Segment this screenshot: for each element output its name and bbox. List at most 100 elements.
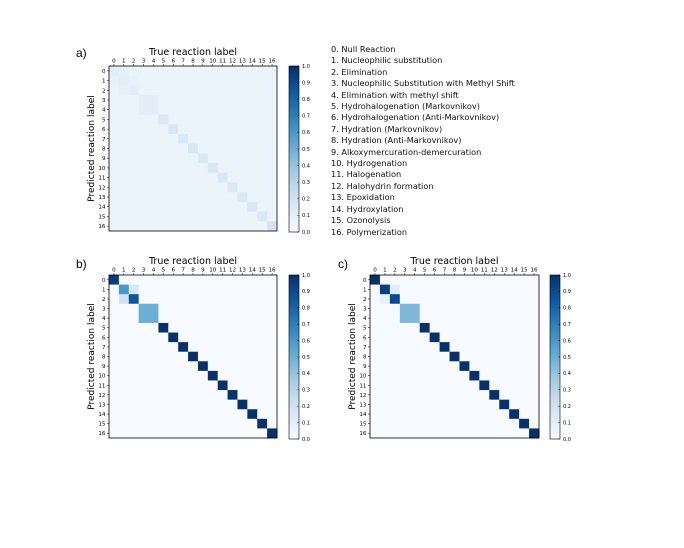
heatmap-cell <box>370 284 381 295</box>
heatmap-cell <box>158 85 169 96</box>
heatmap-cell <box>257 322 268 333</box>
colorbar-tick-label: 0.3 <box>563 388 571 394</box>
heatmap-cell <box>509 294 520 305</box>
heatmap-cell <box>197 221 209 232</box>
heatmap-cell <box>479 428 490 439</box>
heatmap-cell <box>469 409 480 420</box>
heatmap-cell <box>207 351 219 362</box>
heatmap-cell <box>207 143 219 154</box>
heatmap-cell <box>469 390 480 401</box>
heatmap-cell <box>178 361 189 372</box>
colorbar-tick-label: 0.4 <box>302 163 310 169</box>
heatmap-cell <box>168 192 179 203</box>
colorbar-tick-label: 0.8 <box>302 306 310 312</box>
heatmap-cell <box>499 342 510 353</box>
heatmap-cell <box>439 361 450 372</box>
heatmap-cell <box>178 390 189 401</box>
heatmap-cell <box>118 221 130 232</box>
heatmap-cell <box>429 428 440 439</box>
heatmap-cell <box>469 313 480 324</box>
heatmap-cell <box>128 351 140 362</box>
heatmap-cell <box>217 332 228 343</box>
heatmap-cell <box>128 75 140 86</box>
heatmap-cell <box>237 284 248 295</box>
heatmap-cell <box>459 275 470 285</box>
heatmap-cell <box>158 332 169 343</box>
heatmap-cell <box>118 104 130 115</box>
heatmap-cell <box>489 275 500 285</box>
heatmap-cell <box>197 182 209 193</box>
heatmap-cell <box>237 428 248 439</box>
heatmap-cell <box>138 201 149 212</box>
heatmap-cell <box>118 75 130 86</box>
heatmap-cell <box>188 380 199 391</box>
legend-item: 15. Ozonolysis <box>331 215 391 226</box>
heatmap-cell <box>509 390 520 401</box>
heatmap-cell <box>509 428 520 439</box>
heatmap-cell <box>227 418 238 429</box>
heatmap-cell <box>109 221 120 232</box>
heatmap-cell <box>247 332 258 343</box>
heatmap-cell <box>148 428 159 439</box>
colorbar-tick-label: 0.1 <box>302 420 310 426</box>
heatmap-cell <box>207 114 219 125</box>
heatmap-cell <box>148 351 159 362</box>
y-axis-title: Predicted reaction label <box>87 95 97 201</box>
heatmap-cell <box>389 418 401 429</box>
heatmap-cell <box>257 332 268 343</box>
heatmap-cell <box>370 351 381 362</box>
heatmap-cell <box>118 153 130 164</box>
heatmap-cell <box>217 172 228 183</box>
heatmap-cell <box>529 322 540 333</box>
heatmap-cell <box>118 418 130 429</box>
heatmap-cell <box>109 211 120 222</box>
heatmap-cell <box>128 153 140 164</box>
heatmap-cell <box>217 95 228 106</box>
y-tick-label: 6 <box>102 127 106 133</box>
heatmap-cell <box>168 104 179 115</box>
heatmap-cell <box>389 390 401 401</box>
heatmap-cell <box>217 75 228 86</box>
heatmap-cell <box>148 172 159 183</box>
heatmap-cell <box>267 172 278 183</box>
heatmap-cell <box>439 409 450 420</box>
heatmap-cell <box>178 66 189 77</box>
heatmap-cell <box>509 380 520 391</box>
heatmap-cell <box>499 399 510 410</box>
heatmap-cell <box>197 428 209 439</box>
x-tick-label: 13 <box>239 268 247 274</box>
heatmap-cell <box>188 133 199 145</box>
heatmap-cell <box>148 75 159 86</box>
heatmap-cell <box>247 192 258 203</box>
heatmap-cell <box>128 303 140 314</box>
heatmap-cell <box>148 133 159 145</box>
heatmap-cell <box>158 211 169 222</box>
heatmap-panel: b) True reaction label Predicted reaction … <box>76 256 310 443</box>
heatmap-cell <box>419 322 431 333</box>
heatmap-cell <box>379 294 391 305</box>
heatmap-cell <box>459 418 470 429</box>
heatmap-cell <box>409 303 421 314</box>
y-tick-label: 10 <box>359 374 367 380</box>
heatmap-cell <box>519 275 530 285</box>
heatmap-cell <box>370 418 381 429</box>
heatmap-cell <box>197 104 209 115</box>
heatmap-cell <box>529 390 540 401</box>
heatmap-cell <box>267 303 278 314</box>
heatmap-cell <box>128 332 140 343</box>
heatmap-cell <box>227 221 238 232</box>
heatmap-cell <box>267 95 278 106</box>
heatmap-cell <box>379 322 391 333</box>
heatmap-cell <box>237 390 248 401</box>
heatmap-cell <box>267 294 278 305</box>
legend-item: 1. Nucleophilic substitution <box>331 55 443 66</box>
heatmap-cell <box>379 284 391 295</box>
x-tick-label: 2 <box>132 268 136 274</box>
heatmap-cell <box>109 124 120 135</box>
heatmap-cell <box>197 114 209 125</box>
heatmap-cell <box>109 380 120 391</box>
x-tick-label: 13 <box>239 59 247 65</box>
heatmap-cell <box>178 211 189 222</box>
heatmap-cell <box>227 172 238 183</box>
heatmap-cell <box>439 284 450 295</box>
